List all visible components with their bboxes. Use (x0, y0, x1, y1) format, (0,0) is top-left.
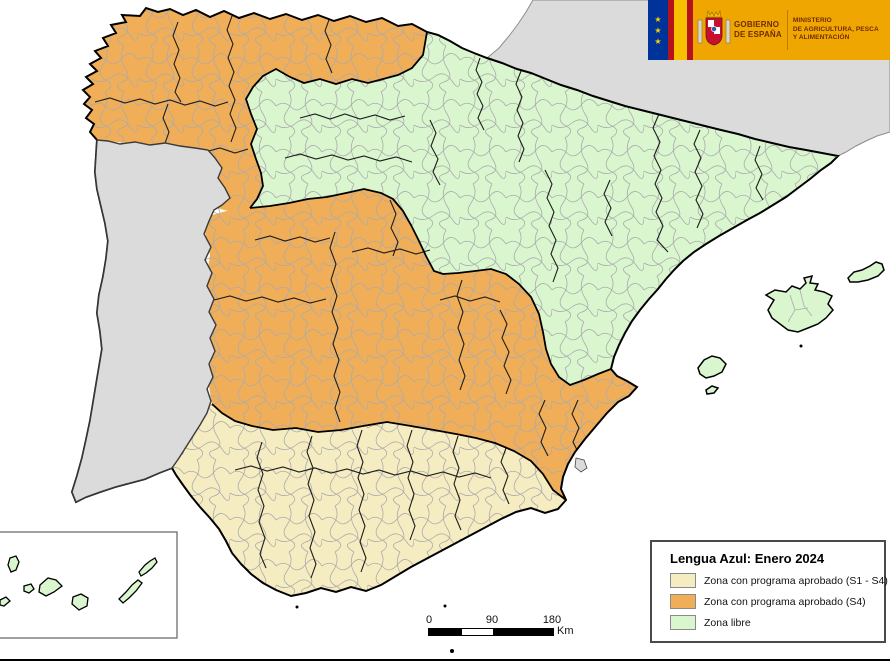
boundary-s4central-s1s4 (211, 403, 567, 501)
legend-swatch-libre (670, 615, 696, 630)
ministry-name-line1: MINISTERIO (792, 17, 832, 25)
scale-bar: 0 90 180 Km (424, 614, 594, 644)
header-divider (786, 10, 788, 50)
boundary-libre-s4central (249, 188, 612, 387)
spain-flag (668, 0, 693, 60)
bottom-rule (0, 659, 890, 661)
ibiza-island (697, 355, 727, 379)
scale-tick-90: 90 (485, 614, 499, 626)
ministry-name-line3: Y ALIMENTACIÓN (792, 34, 850, 42)
scale-tick-180: 180 (542, 614, 562, 626)
fuerteventura-island (118, 579, 143, 604)
eu-star-icon: ★ (654, 25, 662, 35)
government-name-line1: GOBIERNO (734, 20, 780, 29)
canary-inset-frame (0, 531, 178, 639)
portugal-region (71, 139, 231, 503)
formentera-island (705, 385, 720, 395)
la-palma-island (7, 555, 20, 573)
scale-segment-black1 (429, 629, 462, 635)
ministry-name: MINISTERIO DE AGRICULTURA, PESCA Y ALIME… (793, 17, 881, 43)
spain-coat-of-arms-icon (697, 10, 731, 46)
canary-islands (0, 555, 158, 611)
government-name: GOBIERNO DE ESPAÑA (734, 20, 782, 40)
legend-label-libre: Zona libre (704, 616, 751, 629)
legend-label-s4: Zona con programa aprobado (S4) (704, 595, 866, 608)
zone-boundaries (211, 31, 612, 501)
scale-segment-white (462, 629, 493, 635)
balearic-islands (697, 261, 885, 395)
legend-item-s4: Zona con programa aprobado (S4) (670, 594, 884, 609)
mallorca-island (764, 274, 834, 333)
boundary-s4nw-libre (245, 31, 428, 209)
legend-label-s1s4: Zona con programa aprobado (S1 - S4) (704, 574, 888, 587)
spain-flag-red-band (687, 0, 693, 60)
ministry-name-line2: DE AGRICULTURA, PESCA (792, 25, 879, 33)
legend-swatch-s4 (670, 594, 696, 609)
map-legend: Lengua Azul: Enero 2024 Zona con program… (650, 540, 888, 643)
header-gold-panel: GOBIERNO DE ESPAÑA MINISTERIO DE AGRICUL… (693, 0, 890, 60)
gran-canaria-island (71, 593, 89, 611)
menorca-island (847, 261, 885, 283)
scale-unit: Km (557, 625, 574, 637)
legend-item-s1s4: Zona con programa aprobado (S1 - S4) (670, 573, 888, 588)
province-borders (94, 15, 764, 579)
eu-star-icon: ★ (654, 36, 662, 46)
la-gomera-island (23, 583, 35, 594)
el-hierro-island (0, 596, 11, 607)
islets (295, 344, 803, 653)
mar-menor-lagoon (574, 457, 588, 473)
lanzarote-island (138, 557, 158, 577)
legend-swatch-s1s4 (670, 573, 696, 588)
scale-bar-graphic (428, 628, 554, 636)
mallorca-comarca-lines (787, 289, 813, 323)
spain-flag-yellow-band (674, 0, 687, 60)
spain-flag-red-band (668, 0, 674, 60)
eu-flag: ★ ★ ★ (648, 0, 668, 60)
eu-star-icon: ★ (654, 14, 662, 24)
scale-segment-black2 (493, 629, 553, 635)
legend-title: Lengua Azul: Enero 2024 (670, 551, 825, 566)
government-name-line2: DE ESPAÑA (734, 30, 782, 39)
legend-item-libre: Zona libre (670, 615, 884, 630)
tenerife-island (38, 577, 63, 597)
government-header: ★ ★ ★ GOBIERNO DE ESPAÑA MINISTERIO DE A… (648, 0, 890, 60)
scale-tick-0: 0 (425, 614, 433, 626)
